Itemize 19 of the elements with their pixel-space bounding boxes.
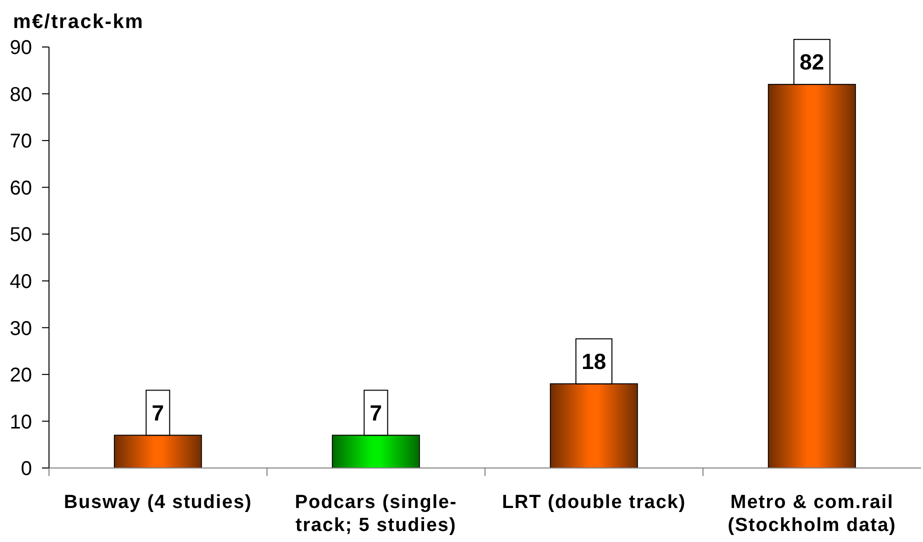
y-tick-label: 50 (10, 224, 32, 246)
data-label: 7 (370, 400, 382, 426)
x-tick-label: LRT (double track) (502, 492, 686, 513)
y-tick-label: 80 (10, 84, 32, 106)
data-label: 82 (800, 49, 824, 74)
x-tick-label: Metro & com.rail (Stockholm data) (728, 492, 896, 536)
y-axis-title: m€/track-km (13, 11, 144, 33)
y-tick-label: 90 (10, 37, 32, 60)
x-tick-label: Podcars (single-track; 5 studies) (294, 492, 458, 536)
x-tick-label: Busway (4 studies) (64, 492, 252, 513)
y-tick-label: 40 (10, 270, 32, 293)
y-tick-label: 0 (20, 458, 32, 480)
y-tick-label: 30 (10, 318, 32, 340)
y-tick-label: 10 (10, 411, 32, 434)
data-label: 7 (152, 400, 164, 426)
data-label: 18 (582, 348, 606, 374)
y-tick-label: 60 (10, 177, 32, 200)
y-tick-label: 20 (10, 364, 32, 387)
y-tick-label: 70 (10, 130, 32, 153)
